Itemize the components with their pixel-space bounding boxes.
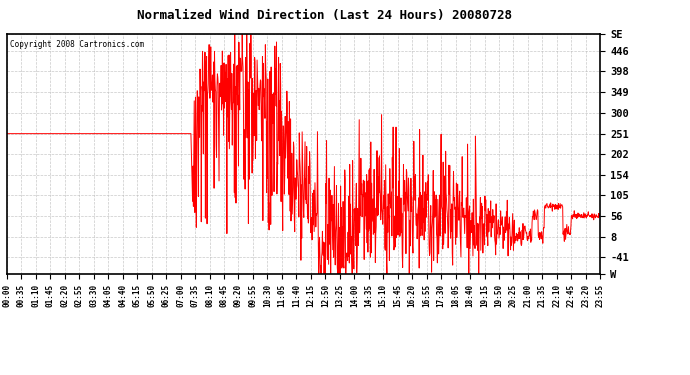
Text: Normalized Wind Direction (Last 24 Hours) 20080728: Normalized Wind Direction (Last 24 Hours… [137,9,512,22]
Text: Copyright 2008 Cartronics.com: Copyright 2008 Cartronics.com [10,40,144,49]
